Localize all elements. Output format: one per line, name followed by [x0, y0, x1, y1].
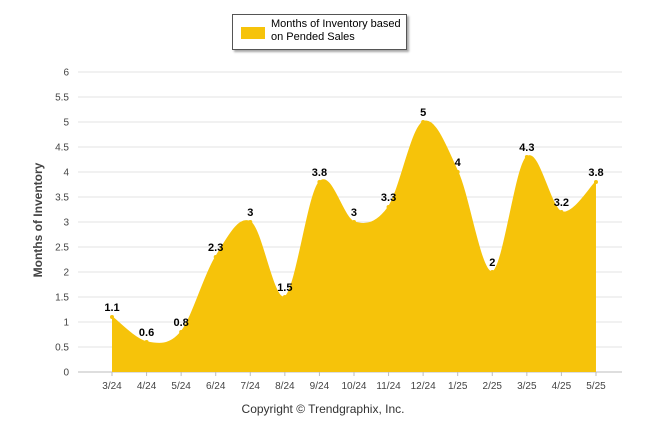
data-label: 2 [489, 257, 495, 269]
x-tick-label: 5/24 [171, 381, 191, 392]
data-point [559, 210, 564, 214]
copyright-credit: Copyright © Trendgraphix, Inc. [241, 402, 405, 416]
y-tick-label: 6 [63, 68, 69, 79]
y-tick-label: 2.5 [55, 243, 69, 254]
y-tick-label: 5.5 [55, 93, 69, 104]
data-point [317, 180, 322, 184]
data-point [421, 120, 426, 124]
x-axis-ticks: 3/24 4/24 5/24 6/24 7/24 8/24 9/24 10/24 11/24 12… [102, 372, 606, 392]
data-label: 3.3 [381, 192, 396, 204]
data-label: 3 [351, 207, 357, 219]
data-label: 4 [455, 157, 462, 169]
y-tick-label: 4.5 [55, 143, 69, 154]
data-point [179, 330, 184, 334]
data-label: 0.6 [139, 327, 154, 339]
data-label: 3.8 [312, 167, 327, 179]
legend-label: Months of Inventory based on Pended Sale… [271, 18, 401, 43]
y-axis-ticks: 0 0.5 1 1.5 2 2.5 3 3.5 4 4.5 5 5.5 6 [55, 68, 69, 379]
data-point [524, 155, 529, 159]
y-tick-label: 4 [63, 168, 69, 179]
y-tick-label: 1 [63, 318, 69, 329]
x-tick-label: 5/25 [586, 381, 606, 392]
legend-swatch [241, 27, 265, 39]
data-label: 4.3 [519, 142, 534, 154]
x-tick-label: 11/24 [376, 381, 401, 392]
y-tick-label: 1.5 [55, 293, 69, 304]
data-label: 2.3 [208, 242, 223, 254]
y-tick-label: 3 [63, 218, 69, 229]
x-tick-label: 4/24 [137, 381, 157, 392]
x-tick-label: 10/24 [341, 381, 366, 392]
data-point [351, 220, 356, 224]
data-point [282, 295, 287, 299]
x-tick-label: 7/24 [241, 381, 261, 392]
data-point [593, 180, 598, 184]
x-tick-label: 12/24 [411, 381, 436, 392]
x-tick-label: 3/25 [517, 381, 537, 392]
y-tick-label: 0.5 [55, 343, 69, 354]
x-tick-label: 2/25 [483, 381, 503, 392]
data-point [490, 270, 495, 274]
y-tick-label: 0 [63, 368, 69, 379]
data-label: 3 [247, 207, 253, 219]
data-label: 5 [420, 107, 426, 119]
x-tick-label: 3/24 [102, 381, 122, 392]
x-tick-label: 8/24 [275, 381, 295, 392]
x-tick-label: 9/24 [310, 381, 330, 392]
data-point [110, 315, 114, 319]
data-label: 0.8 [173, 317, 188, 329]
data-point [455, 170, 460, 174]
data-label: 1.5 [277, 282, 292, 294]
data-label: 3.8 [588, 167, 603, 179]
y-tick-label: 2 [63, 268, 69, 279]
data-point [213, 255, 218, 259]
y-tick-label: 3.5 [55, 193, 69, 204]
y-axis-title: Months of Inventory [31, 162, 45, 278]
x-tick-label: 1/25 [448, 381, 468, 392]
x-tick-label: 4/25 [552, 381, 572, 392]
data-labels-layer: 1.1 0.6 0.8 2.3 3 1.5 3.8 3 3.3 5 4 2 4.3 3.2 3.8 [104, 107, 604, 344]
legend: Months of Inventory based on Pended Sale… [232, 14, 407, 50]
y-tick-label: 5 [63, 118, 69, 129]
data-label: 1.1 [104, 302, 119, 314]
data-label: 3.2 [554, 197, 569, 209]
data-point [386, 205, 391, 209]
data-point [248, 220, 253, 224]
data-point [144, 340, 149, 344]
x-tick-label: 6/24 [206, 381, 226, 392]
series-area [112, 121, 596, 373]
